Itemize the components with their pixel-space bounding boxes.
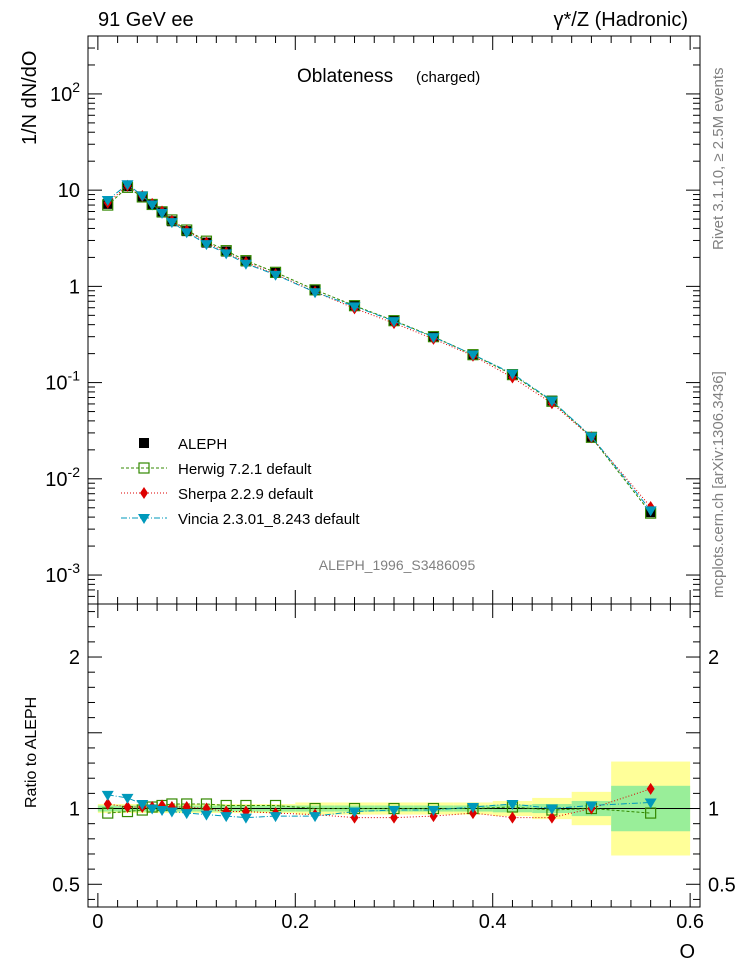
x-axis-label: O — [679, 941, 695, 963]
x-tick-label: 0 — [92, 911, 103, 933]
ratio-series-group — [101, 782, 657, 824]
chart-subtitle: (charged) — [416, 69, 480, 86]
ratio-y-tick-label-right: 0.5 — [708, 874, 736, 896]
data-point — [348, 302, 361, 313]
chart-title: Oblateness — [297, 66, 393, 87]
ratio-point — [103, 797, 112, 810]
data-point — [200, 240, 213, 251]
ratio-point — [646, 782, 655, 795]
main-series-group — [101, 179, 657, 519]
data-point — [165, 218, 178, 229]
main-y-tick-label: 10-1 — [45, 368, 80, 395]
rivet-version-label: Rivet 3.1.10, ≥ 2.5M events — [710, 68, 727, 251]
ratio-point — [429, 810, 438, 823]
ratio-point — [348, 807, 361, 818]
ratio-point — [468, 807, 477, 820]
legend-marker — [138, 514, 150, 524]
mcplots-source-label: mcplots.cern.ch [arXiv:1306.3436] — [710, 371, 727, 598]
legend-marker — [138, 462, 150, 474]
main-y-tick-label: 10-3 — [45, 560, 80, 587]
ratio-point — [547, 811, 556, 824]
ratio-point — [121, 793, 134, 804]
header-left-label: 91 GeV ee — [98, 9, 194, 31]
data-point — [466, 350, 479, 361]
data-point — [146, 200, 159, 211]
ratio-point — [101, 790, 114, 801]
ratio-point — [545, 804, 558, 815]
ratio-point — [644, 798, 657, 809]
legend-label: Sherpa 2.2.9 default — [178, 486, 314, 503]
main-y-tick-label: 102 — [50, 79, 80, 106]
data-point — [269, 270, 282, 281]
x-tick-label: 0.2 — [281, 911, 309, 933]
ratio-point — [123, 801, 132, 814]
data-point — [545, 396, 558, 407]
data-point — [156, 208, 169, 219]
ratio-y-tick-label: 1 — [69, 799, 80, 821]
data-point — [644, 506, 657, 517]
main-y-tick-label: 1 — [69, 276, 80, 298]
legend-label: Vincia 2.3.01_8.243 default — [178, 511, 360, 528]
ratio-point — [165, 807, 178, 818]
legend-marker — [139, 438, 149, 448]
main-y-axis-label: 1/N dN/dO — [19, 51, 41, 145]
main-y-tick-label: 10 — [58, 180, 80, 202]
data-point — [388, 317, 400, 328]
data-point — [427, 333, 440, 344]
data-point — [506, 369, 519, 380]
legend-marker — [140, 487, 148, 499]
ratio-y-tick-label-right: 2 — [708, 647, 719, 669]
ratio-point — [350, 811, 359, 824]
ratio-point — [585, 801, 598, 812]
series-line — [107, 185, 652, 508]
ratio-y-axis-label: Ratio to ALEPH — [23, 697, 40, 808]
ratio-point — [269, 812, 282, 823]
ratio-point — [309, 812, 322, 823]
ratio-point — [180, 809, 193, 820]
series-line — [107, 186, 652, 514]
ratio-point — [220, 812, 233, 823]
ratio-plot-frame — [87, 603, 701, 908]
ratio-point — [136, 799, 149, 810]
ratio-y-tick-label-right: 1 — [708, 799, 719, 821]
ratio-point — [239, 813, 252, 824]
analysis-label: ALEPH_1996_S3486095 — [319, 557, 476, 573]
data-point — [101, 196, 114, 207]
ratio-y-tick-label: 2 — [69, 647, 80, 669]
ratio-point — [466, 803, 479, 814]
data-point — [136, 191, 149, 202]
ratio-point — [200, 810, 213, 821]
data-point — [585, 432, 598, 443]
legend-label: ALEPH — [178, 436, 227, 453]
legend-label: Herwig 7.2.1 default — [178, 461, 312, 478]
ratio-y-tick-label: 0.5 — [52, 874, 80, 896]
data-point — [121, 180, 134, 191]
x-tick-label: 0.4 — [479, 911, 507, 933]
ratio-series-line — [107, 788, 651, 819]
ratio-point — [508, 811, 517, 824]
ratio-point — [156, 806, 169, 817]
ratio-point — [427, 806, 440, 817]
data-point — [180, 228, 193, 239]
ratio-point — [390, 811, 398, 824]
ratio-point — [506, 799, 519, 810]
ratio-axis-ticks: 0.5 0.5 1 1 2 2 0 0.2 0.4 0.6 — [52, 604, 736, 933]
data-point — [220, 249, 233, 260]
legend: ALEPH Herwig 7.2.1 default Sherpa 2.2.9 de… — [121, 436, 360, 528]
header-right-label: γ*/Z (Hadronic) — [554, 9, 688, 31]
main-axis-ticks: 10-3 10-2 10-1 1 10 102 — [45, 35, 700, 605]
x-tick-label: 0.6 — [676, 911, 704, 933]
ratio-point — [388, 806, 400, 817]
main-y-tick-label: 10-2 — [45, 464, 80, 491]
ratio-point — [146, 804, 159, 815]
data-point — [309, 288, 322, 299]
data-point — [239, 259, 252, 270]
